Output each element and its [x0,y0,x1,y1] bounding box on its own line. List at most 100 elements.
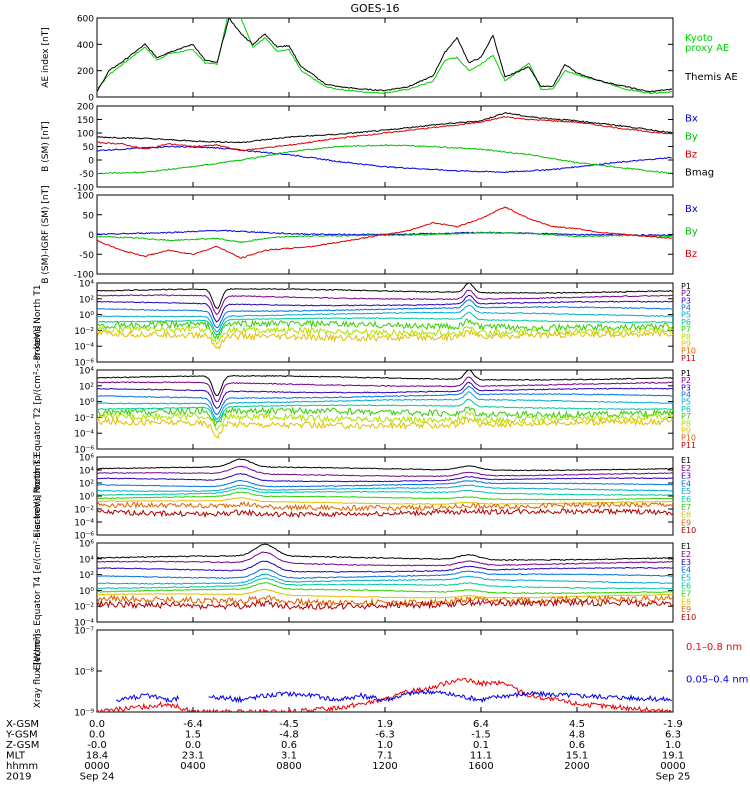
channel-legend-p10: P10 [681,434,696,443]
channel-line-p8 [97,411,673,431]
legend-entry: Bz [685,249,697,260]
channel-line-e2 [97,465,673,478]
channel-line-p1 [97,283,673,309]
y-tick-label: 10⁶ [79,540,94,550]
axis-row-value: 7.1 [377,751,393,762]
channel-legend-p10: P10 [681,347,696,356]
channel-legend-e3: E3 [681,472,691,481]
y-axis-label: B (SM)-IGRF (SM) [nT] [41,185,51,283]
axis-row-value: 0.0 [89,730,105,741]
axis-row-value: 4.8 [569,730,585,741]
legend-entry: Bmag [685,167,714,178]
channel-line-e7 [97,582,673,595]
channel-legend-p2: P2 [681,376,691,385]
channel-line-e5 [97,484,673,492]
axis-row-value: 0.0 [185,740,201,751]
y-tick-label: 10⁻⁴ [74,430,94,440]
channel-legend-p5: P5 [681,398,691,407]
channel-line-p1 [97,370,673,397]
legend-entry: Themis AE [684,72,738,83]
channel-line-e7 [97,491,673,501]
axis-row-value: 2000 [564,761,589,772]
axis-row-value: 19.1 [662,751,684,762]
series-line-0-1-0-8-nm [97,677,673,712]
y-tick-label: 10⁻² [74,603,94,613]
y-tick-label: 10² [79,480,94,490]
channel-line-p5 [97,391,673,421]
channel-line-e1 [97,458,673,472]
y-axis-label: Electrons Equator T4 [e/(cm²-s-sr-keV)] [33,495,43,671]
axis-row-value: -0.0 [87,740,107,751]
y-axis-label: Xray flux [W/m²] [33,634,43,708]
axis-row-value: 1.9 [377,719,393,730]
series-line-0-05-0-4-nm [116,689,672,704]
channel-line-p3 [97,381,673,409]
channel-line-e1 [97,543,673,561]
y-tick-label: 10⁴ [79,280,94,290]
channel-legend-p8: P8 [681,332,691,341]
channel-line-e8 [97,497,673,505]
channel-line-p8 [97,324,673,345]
y-tick-label: 10⁻⁷ [74,627,94,637]
y-tick-label: 50 [83,143,95,153]
channel-legend-p6: P6 [681,318,691,327]
channel-legend-e8: E8 [681,597,691,606]
axis-row-value: 0.6 [281,740,297,751]
channel-line-p2 [97,289,673,316]
y-tick-label: 10⁰ [79,493,94,503]
series-line-by [97,144,672,175]
channel-legend-e3: E3 [681,558,691,567]
channel-line-p4 [97,299,673,329]
axis-row-value: 1.0 [377,740,393,751]
y-axis-label: AE index [nT] [41,27,51,87]
channel-legend-p11: P11 [681,441,696,450]
axis-row-label: X-GSM [6,719,39,730]
channel-legend-e4: E4 [681,566,691,575]
y-tick-label: 100 [77,192,94,202]
legend-entry: 0.05–0.4 nm [686,675,748,686]
y-tick-label: 10⁻⁶ [74,532,94,542]
channel-legend-e1: E1 [681,456,691,465]
panel-frame [96,17,674,98]
channel-line-p6 [97,398,673,423]
y-tick-label: 10⁻² [74,414,94,424]
channel-legend-p11: P11 [681,354,696,363]
y-tick-label: 10⁻⁹ [74,709,94,719]
channel-legend-p4: P4 [681,391,691,400]
axis-row-value: -4.8 [279,730,299,741]
y-axis-label: B (SM) [nT] [41,121,51,172]
channel-legend-p2: P2 [681,289,691,298]
channel-line-e6 [97,487,673,496]
series-line-bz [97,206,672,259]
legend-entry: 0.1–0.8 nm [686,642,742,653]
channel-legend-e2: E2 [681,550,691,559]
axis-row-value: 1.0 [665,740,681,751]
series-line-kyoto-proxy-ae [97,18,672,95]
legend-entry: Kyoto [685,33,713,44]
channel-legend-p9: P9 [681,426,691,435]
legend-entry: Bz [685,149,697,160]
channel-legend-e5: E5 [681,574,691,583]
channel-line-e9 [97,594,673,608]
channel-legend-p9: P9 [681,339,691,348]
y-tick-label: -50 [79,170,94,180]
channel-legend-e6: E6 [681,582,691,591]
axis-row-value: -1.5 [471,730,491,741]
channel-line-e5 [97,573,673,585]
axis-row-value: 1600 [468,761,493,772]
channel-line-p4 [97,385,673,416]
y-tick-label: 10⁰ [79,311,94,321]
y-tick-label: 0 [88,94,94,104]
channel-legend-e9: E9 [681,605,691,614]
legend-entry: proxy AE [685,43,729,54]
y-tick-label: 10⁻⁴ [74,343,94,353]
y-axis-label: Electrons North T3 [33,454,43,538]
axis-row-value: 0000 [660,761,685,772]
channel-line-p7 [97,406,673,428]
channel-legend-p8: P8 [681,419,691,428]
y-tick-label: 10⁻² [74,506,94,516]
channel-legend-e1: E1 [681,542,691,551]
y-tick-label: 100 [77,130,94,140]
channel-line-e6 [97,577,673,590]
